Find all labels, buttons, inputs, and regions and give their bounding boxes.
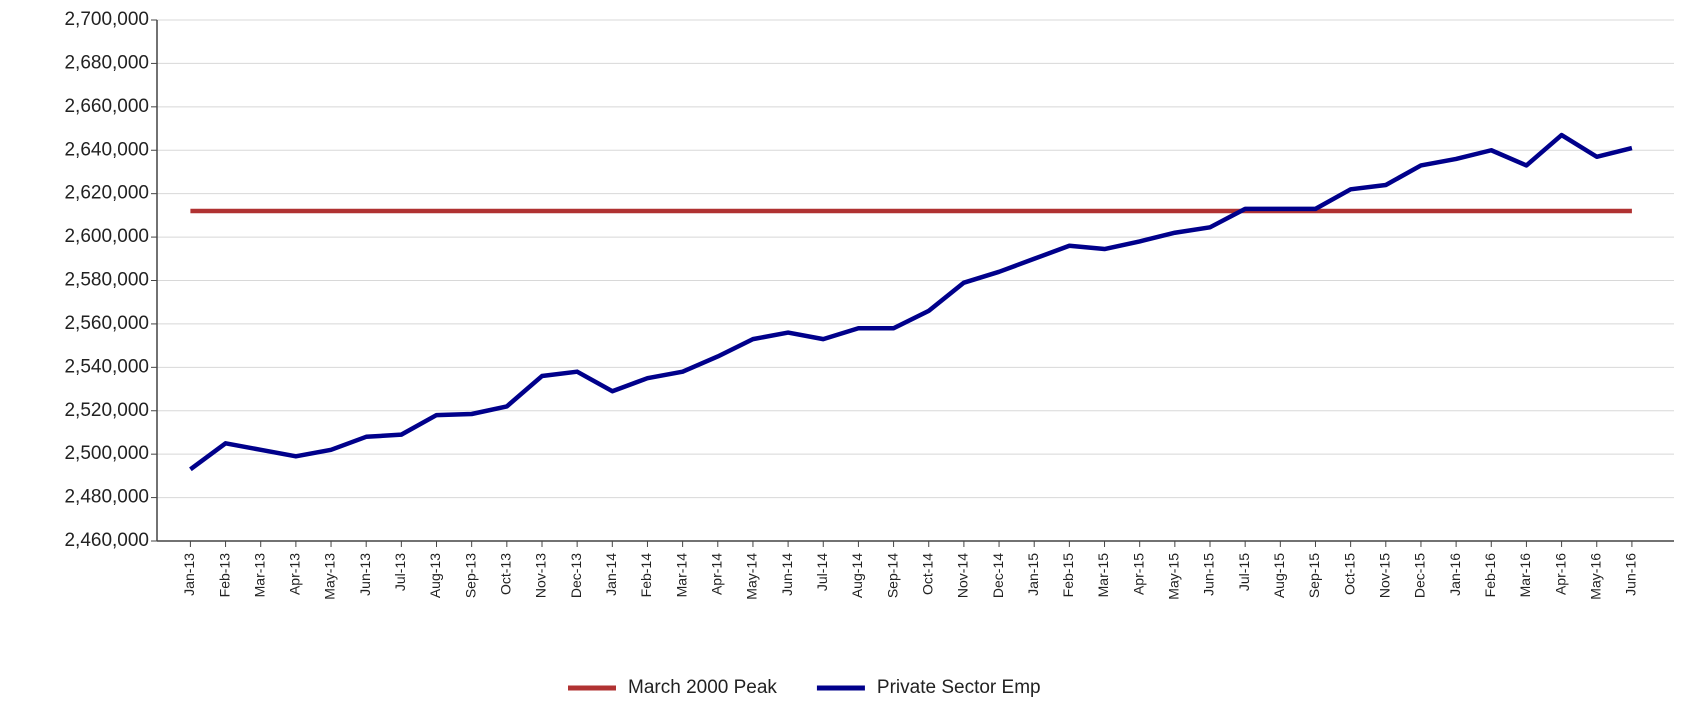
x-tick-label: Aug-15 xyxy=(1271,553,1287,598)
y-tick-label: 2,700,000 xyxy=(64,9,149,30)
y-tick-label: 2,560,000 xyxy=(64,313,149,334)
x-tick-label: Dec-14 xyxy=(990,553,1006,598)
y-tick-label: 2,680,000 xyxy=(64,52,149,73)
x-tick-label: Feb-16 xyxy=(1482,553,1498,598)
y-tick-label: 2,640,000 xyxy=(64,139,149,160)
x-tick-label: Jan-16 xyxy=(1447,553,1463,596)
x-tick-label: Jun-13 xyxy=(357,553,373,596)
x-tick-label: May-14 xyxy=(744,553,760,600)
x-tick-label: Jul-15 xyxy=(1236,553,1252,591)
x-tick-label: Nov-13 xyxy=(533,553,549,598)
x-tick-label: Sep-15 xyxy=(1306,553,1322,598)
x-tick-label: Jan-14 xyxy=(603,553,619,596)
y-tick-label: 2,620,000 xyxy=(64,183,149,204)
x-tick-label: Dec-15 xyxy=(1412,553,1428,598)
x-tick-label: May-16 xyxy=(1587,553,1603,600)
x-tick-label: Apr-15 xyxy=(1130,553,1146,595)
y-tick-label: 2,540,000 xyxy=(64,356,149,377)
x-tick-label: Jun-14 xyxy=(779,553,795,596)
x-tick-label: Jan-15 xyxy=(1025,553,1041,596)
x-tick-label: Apr-16 xyxy=(1552,553,1568,595)
x-tick-label: Nov-15 xyxy=(1376,553,1392,598)
x-tick-label: May-13 xyxy=(322,553,338,600)
y-tick-label: 2,500,000 xyxy=(64,443,149,464)
x-tick-label: May-15 xyxy=(1166,553,1182,600)
x-tick-label: Mar-13 xyxy=(251,553,267,598)
x-tick-label: Sep-14 xyxy=(884,553,900,598)
x-tick-label: Jun-15 xyxy=(1201,553,1217,596)
x-tick-label: Feb-13 xyxy=(216,553,232,598)
x-tick-label: Mar-15 xyxy=(1095,553,1111,598)
x-tick-label: Nov-14 xyxy=(955,553,971,598)
legend-label: Private Sector Emp xyxy=(877,677,1041,698)
x-tick-label: Feb-15 xyxy=(1060,553,1076,598)
x-tick-label: Oct-14 xyxy=(919,553,935,595)
x-tick-label: Dec-13 xyxy=(568,553,584,598)
x-tick-label: Aug-14 xyxy=(849,553,865,598)
y-tick-label: 2,600,000 xyxy=(64,226,149,247)
x-tick-label: Mar-16 xyxy=(1517,553,1533,598)
y-tick-label: 2,580,000 xyxy=(64,270,149,291)
x-tick-label: Apr-14 xyxy=(708,553,724,595)
y-tick-label: 2,520,000 xyxy=(64,400,149,421)
x-tick-label: Apr-13 xyxy=(287,553,303,595)
x-tick-label: Feb-14 xyxy=(638,553,654,598)
x-tick-label: Jul-14 xyxy=(814,553,830,591)
x-tick-label: Jul-13 xyxy=(392,553,408,591)
x-tick-label: Jan-13 xyxy=(181,553,197,596)
legend-label: March 2000 Peak xyxy=(628,677,777,698)
y-tick-label: 2,660,000 xyxy=(64,96,149,117)
x-tick-label: Sep-13 xyxy=(462,553,478,598)
x-tick-label: Oct-15 xyxy=(1341,553,1357,595)
x-tick-label: Oct-13 xyxy=(498,553,514,595)
x-tick-label: Mar-14 xyxy=(673,553,689,598)
x-tick-label: Aug-13 xyxy=(427,553,443,598)
x-tick-label: Jun-16 xyxy=(1623,553,1639,596)
y-tick-label: 2,460,000 xyxy=(64,530,149,551)
series-line xyxy=(189,132,1633,472)
y-tick-label: 2,480,000 xyxy=(64,487,149,508)
